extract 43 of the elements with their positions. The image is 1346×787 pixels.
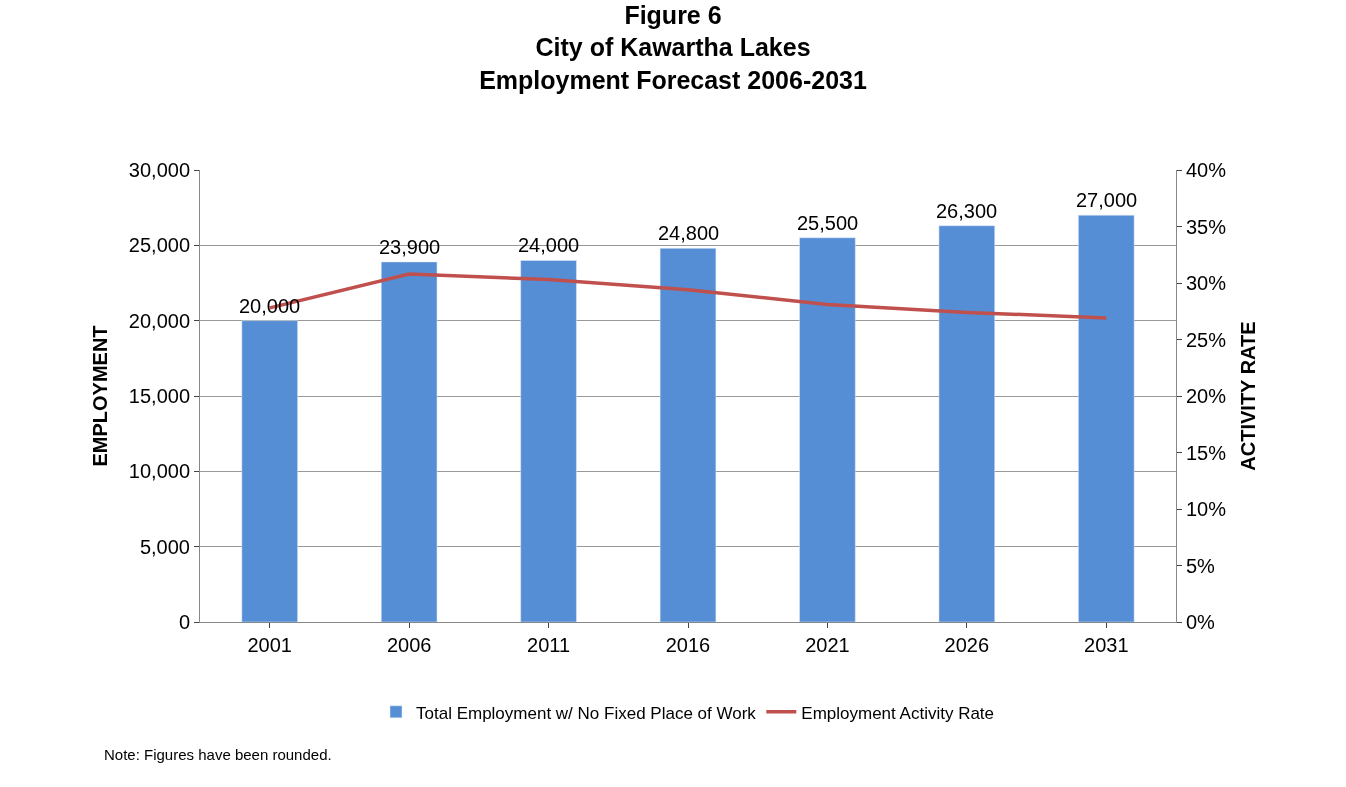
y-axis-title: EMPLOYMENT [89,325,112,467]
legend-label: Employment Activity Rate [801,703,995,723]
data-label: 20,000 [239,295,301,317]
data-label: 27,000 [1076,189,1138,211]
y2-tick-label: 30% [1186,272,1227,294]
y2-tick-label: 25% [1186,328,1227,351]
x-tick-label: 2011 [527,634,571,656]
y2-tick-label: 15% [1186,441,1227,464]
bar [938,225,995,622]
legend-label: Total Employment w/ No Fixed Place of Work [416,703,757,723]
data-label: 26,300 [936,200,998,222]
data-label: 24,000 [518,234,580,256]
bar [520,260,577,622]
data-label: 25,500 [797,212,859,234]
chart-title: Figure 6 City of Kawartha Lakes Employment Forecast 2006-2031 [479,0,867,94]
bar [799,237,856,622]
y2-tick-label: 20% [1186,385,1227,407]
y-tick-label: 25,000 [128,234,190,257]
y-tick-label: 0 [178,611,190,633]
x-tick-label: 2016 [665,634,711,656]
y2-tick-label: 35% [1186,215,1227,238]
y-tick-label: 30,000 [128,159,190,181]
y2-tick-label: 10% [1186,498,1227,520]
y2-tick-label: 0% [1186,611,1216,633]
bar [381,261,438,622]
data-label: 24,800 [658,222,720,244]
y2-axis-title: ACTIVITY RATE [1236,321,1259,471]
bar [1078,214,1135,622]
y-tick-label: 20,000 [128,309,190,332]
x-tick-label: 2021 [805,634,850,656]
y-tick-label: 5,000 [139,535,190,558]
x-tick-label: 2031 [1084,634,1129,656]
text: Note: Figures have been rounded. [104,746,332,763]
bar [241,320,298,622]
x-tick-label: 2026 [944,634,990,656]
data-label: 23,900 [379,236,441,258]
y2-tick-label: 40% [1186,159,1227,181]
x-tick-label: 2001 [247,634,292,656]
y2-tick-label: 5% [1186,554,1216,577]
bar [659,248,717,622]
y-tick-label: 10,000 [128,460,190,483]
y-tick-label: 15,000 [128,385,190,407]
x-tick-label: 2006 [386,634,432,656]
